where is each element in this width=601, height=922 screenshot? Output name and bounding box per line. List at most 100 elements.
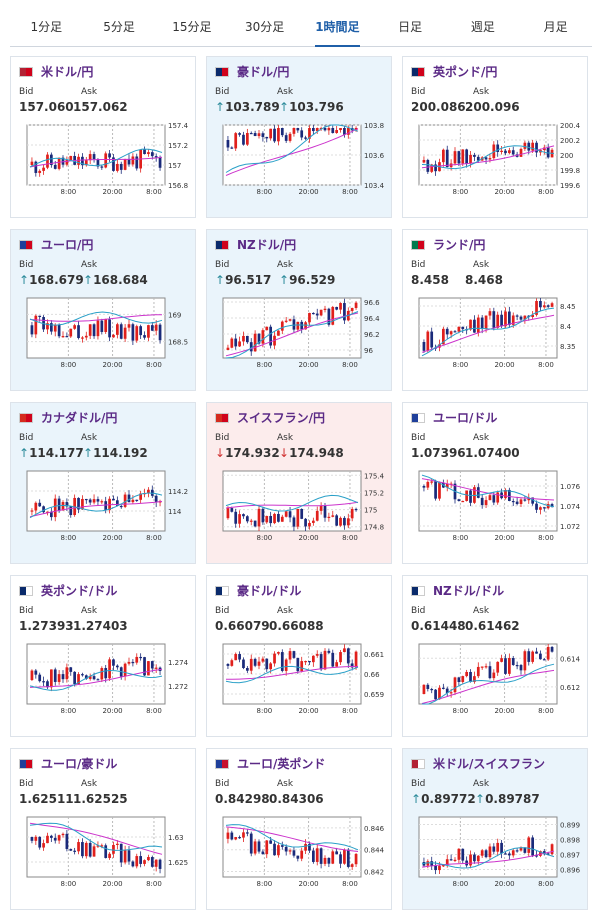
price-chart[interactable]: 8.45 8.4 8.35 8:00 20:00 8:00	[409, 294, 585, 386]
x-tick-label: 20:00	[494, 361, 514, 369]
price-chart[interactable]: 1.076 1.074 1.072 8:00 20:00 8:00	[409, 467, 585, 559]
candle-body	[311, 520, 315, 523]
rate-card[interactable]: 豪ドル/ドル Bid Ask 0.66079 0.66088 0.661 0.66…	[206, 575, 392, 737]
ask-label: Ask	[277, 87, 294, 97]
pair-title-link[interactable]: スイスフラン/円	[215, 409, 325, 426]
candle-body	[104, 319, 108, 332]
candle-body	[234, 654, 238, 661]
tab-3[interactable]: 30分足	[244, 20, 285, 34]
rate-card[interactable]: ユーロ/ドル Bid Ask 1.07396 1.07400 1.076 1.07…	[402, 402, 588, 564]
x-tick-label: 20:00	[298, 188, 318, 196]
pair-title-link[interactable]: 英ポンド/ドル	[19, 582, 117, 599]
candle-body	[81, 498, 84, 510]
rate-card[interactable]: NZドル/円 Bid Ask ↑96.517 ↑96.529 96.6 96.4 9…	[206, 229, 392, 391]
candle-body	[484, 850, 488, 858]
tab-4[interactable]: 1時間足	[301, 8, 374, 47]
candle-body	[461, 848, 465, 861]
candle-body	[473, 319, 476, 333]
pair-title-link[interactable]: 英ポンド/円	[411, 63, 497, 80]
rate-card[interactable]: 米ドル/スイスフラン Bid Ask ↑0.89772 ↑0.89787 0.8…	[402, 748, 588, 910]
rate-card[interactable]: 英ポンド/ドル Bid Ask 1.27393 1.27403 1.274 1.2…	[10, 575, 196, 737]
pair-title-link[interactable]: ユーロ/英ポンド	[215, 755, 325, 772]
tab-6[interactable]: 週足	[470, 20, 495, 34]
rate-card[interactable]: スイスフラン/円 Bid Ask ↓174.932 ↓174.948 175.4…	[206, 402, 392, 564]
candle-body	[550, 647, 554, 652]
rate-card[interactable]: ユーロ/英ポンド Bid Ask 0.84298 0.84306 0.846 0.…	[206, 748, 392, 910]
candle-body	[292, 651, 296, 658]
candle-body	[154, 156, 158, 158]
candle-body	[323, 857, 327, 864]
price-chart[interactable]: 175.4 175.2 175 174.8 8:00 20:00 8:00	[213, 467, 389, 559]
candle-body	[245, 335, 249, 343]
pair-title-link[interactable]: カナダドル/円	[19, 409, 117, 426]
tab-5[interactable]: 日足	[398, 20, 423, 34]
rate-card[interactable]: カナダドル/円 Bid Ask ↑114.177 ↑114.192 114.2 1…	[10, 402, 196, 564]
price-chart[interactable]: 0.614 0.612 8:00 20:00 8:00	[409, 640, 585, 732]
rate-card[interactable]: 米ドル/円 Bid Ask 157.060 157.062 157.4 157.2…	[10, 56, 196, 218]
x-tick-label: 8:00	[257, 361, 273, 369]
price-chart[interactable]: 103.8 103.6 103.4 8:00 20:00 8:00	[213, 121, 389, 213]
pair-title-link[interactable]: 米ドル/スイスフラン	[411, 755, 545, 772]
ma-line	[225, 124, 359, 173]
rate-card[interactable]: 英ポンド/円 Bid Ask 200.086 200.096 200.4 200.…	[402, 56, 588, 218]
pair-title-link[interactable]: ユーロ/円	[19, 236, 93, 253]
candle-body	[319, 128, 323, 130]
price-chart[interactable]: 200.4 200.2 200 199.8 199.6 8:00 20:00 8:00	[409, 121, 585, 213]
rate-card[interactable]: ユーロ/円 Bid Ask ↑168.679 ↑168.684 169 168.5…	[10, 229, 196, 391]
candle-body	[269, 128, 273, 139]
rate-card[interactable]: ユーロ/豪ドル Bid Ask 1.62511 1.62525 1.63 1.62…	[10, 748, 196, 910]
ask-label: Ask	[473, 779, 490, 789]
pair-name: ユーロ/英ポンド	[237, 757, 326, 771]
pair-title-link[interactable]: 豪ドル/円	[215, 63, 289, 80]
candle-body	[422, 486, 426, 488]
pair-title-link[interactable]: ランド/円	[411, 236, 485, 253]
candle-body	[292, 128, 296, 134]
candle-body	[323, 128, 327, 131]
candle-body	[531, 142, 535, 151]
price-chart[interactable]: 1.63 1.625 8:00 20:00 8:00	[17, 813, 193, 905]
candle-body	[119, 843, 123, 863]
candle-body	[519, 665, 523, 671]
ask-label: Ask	[473, 433, 490, 443]
price-chart[interactable]: 169 168.5 8:00 20:00 8:00	[17, 294, 193, 386]
y-tick-label: 0.66	[364, 671, 380, 679]
pair-title-link[interactable]: ユーロ/豪ドル	[19, 755, 117, 772]
flag-icon	[19, 412, 33, 423]
pair-title-link[interactable]: 米ドル/円	[19, 63, 93, 80]
tab-2[interactable]: 15分足	[172, 20, 212, 34]
tab-1[interactable]: 5分足	[103, 20, 135, 34]
candle-body	[476, 156, 480, 161]
tab-7[interactable]: 月足	[543, 20, 568, 34]
candle-body	[277, 845, 280, 856]
bid-price: 157.060	[19, 100, 74, 114]
rate-card[interactable]: 豪ドル/円 Bid Ask ↑103.789 ↑103.796 103.8 103…	[206, 56, 392, 218]
candle-body	[123, 850, 127, 863]
price-chart[interactable]: 157.4 157.2 157 156.8 8:00 20:00 8:00	[17, 121, 193, 213]
y-tick-label: 0.659	[364, 691, 384, 699]
price-chart[interactable]: 1.274 1.272 8:00 20:00 8:00	[17, 640, 193, 732]
tab-0[interactable]: 1分足	[30, 20, 63, 34]
rate-card[interactable]: ランド/円 Bid Ask 8.458 8.468 8.45 8.4 8.35 8:0…	[402, 229, 588, 391]
pair-title-link[interactable]: 豪ドル/ドル	[215, 582, 301, 599]
pair-title-link[interactable]: ユーロ/ドル	[411, 409, 497, 426]
candle-body	[331, 851, 335, 864]
ask-label: Ask	[81, 260, 98, 270]
price-chart[interactable]: 0.846 0.844 0.842 8:00 20:00 8:00	[213, 813, 389, 905]
price-chart[interactable]: 0.661 0.66 0.659 8:00 20:00 8:00	[213, 640, 389, 732]
y-tick-label: 8.35	[560, 343, 576, 351]
price-chart[interactable]: 96.6 96.4 96.2 96 8:00 20:00 8:00	[213, 294, 389, 386]
pair-title-link[interactable]: NZドル/円	[215, 236, 296, 253]
candle-body	[135, 499, 139, 501]
price-chart[interactable]: 114.2 114 8:00 20:00 8:00	[17, 467, 193, 559]
candle-body	[280, 845, 284, 847]
candle-body	[519, 148, 523, 157]
candle-body	[331, 306, 335, 325]
ask-price: 1.07400	[465, 446, 520, 460]
bid-label: Bid	[411, 779, 426, 789]
pair-title-link[interactable]: NZドル/ドル	[411, 582, 504, 599]
candle-body	[430, 481, 434, 483]
price-chart[interactable]: 0.899 0.898 0.897 0.896 8:00 20:00 8:00	[409, 813, 585, 905]
ask-label: Ask	[81, 779, 98, 789]
rate-card[interactable]: NZドル/ドル Bid Ask 0.61448 0.61462 0.614 0.6…	[402, 575, 588, 737]
candle-body	[346, 128, 350, 135]
